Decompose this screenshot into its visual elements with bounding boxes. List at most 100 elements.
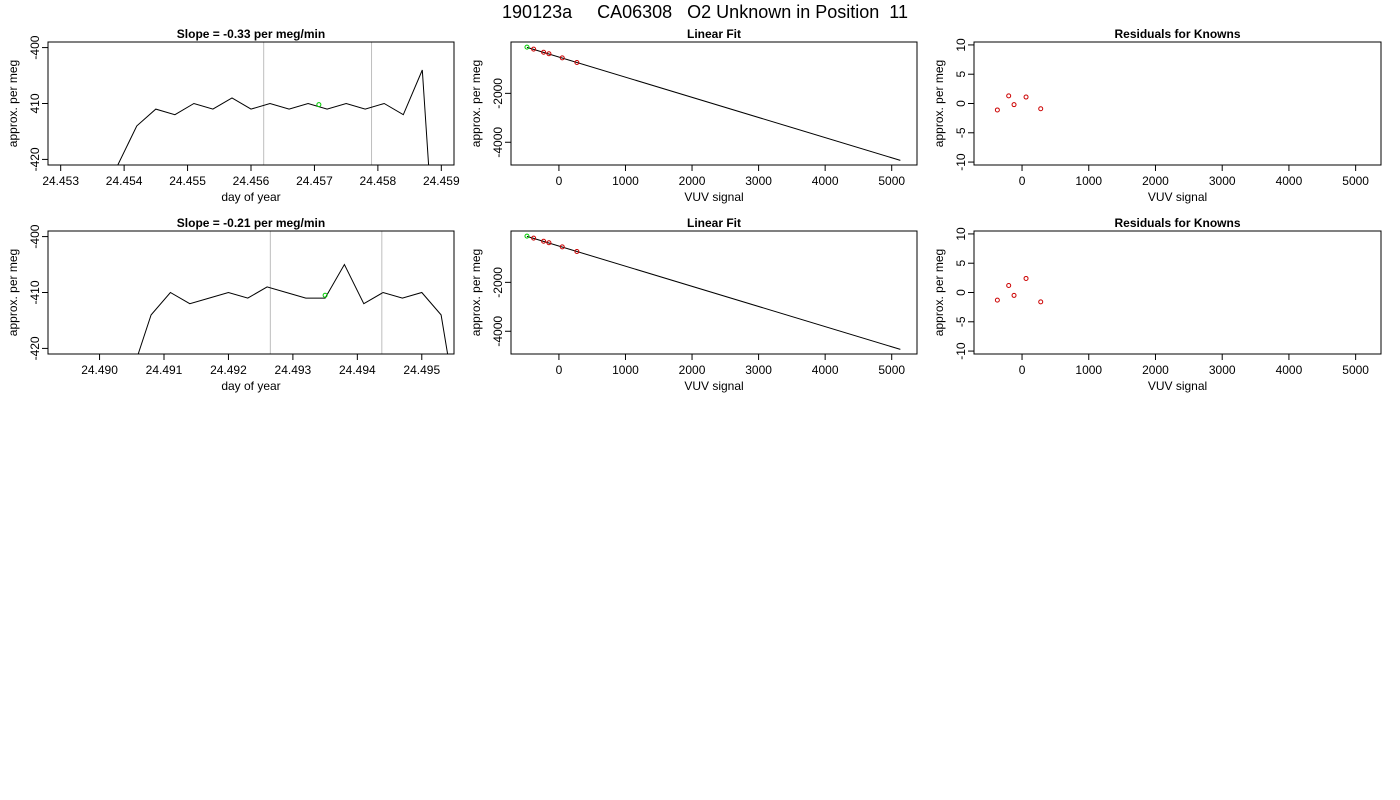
x-tick-label: 24.454 — [106, 174, 143, 188]
known-point — [559, 55, 565, 61]
known-point — [546, 51, 552, 57]
unknown-point — [524, 44, 530, 50]
x-tick-label: 5000 — [878, 174, 905, 188]
x-tick-label: 24.490 — [81, 363, 118, 377]
known-point — [1006, 93, 1012, 99]
y-tick-label: -410 — [28, 280, 42, 304]
x-tick-label: 24.455 — [169, 174, 206, 188]
chart-panel: Linear Fit 0 1000 2000 3000 4000 5000 -4000 -200… — [469, 27, 918, 204]
x-axis-label: day of year — [221, 190, 280, 204]
known-point — [1023, 275, 1029, 281]
x-tick-label: 1000 — [612, 174, 639, 188]
y-tick-label: -5 — [954, 127, 968, 138]
y-tick-label: 10 — [954, 227, 968, 241]
x-axis-label: VUV signal — [684, 379, 743, 393]
x-tick-label: 24.456 — [233, 174, 270, 188]
x-tick-label: 5000 — [1342, 363, 1369, 377]
known-point — [541, 49, 547, 55]
y-tick-label: -420 — [28, 336, 42, 360]
x-tick-label: 24.457 — [296, 174, 333, 188]
plot-frame — [47, 41, 455, 166]
panel-title: Residuals for Knowns — [1114, 216, 1240, 230]
panel-title: Slope = -0.33 per meg/min — [177, 27, 325, 41]
plot-data — [524, 233, 901, 350]
plot-data — [137, 231, 449, 354]
x-tick-label: 3000 — [745, 363, 772, 377]
x-axis-label: VUV signal — [1148, 190, 1207, 204]
y-tick-label: -4000 — [491, 127, 505, 158]
y-axis-label: approx. per meg — [469, 60, 483, 147]
y-axis-label: approx. per meg — [6, 60, 20, 147]
y-tick-label: 0 — [954, 289, 968, 296]
chart-panel: Residuals for Knowns 0 1000 2000 3000 4000 500… — [932, 216, 1382, 393]
fit-line — [526, 235, 901, 350]
known-point — [1023, 94, 1029, 100]
y-tick-label: -2000 — [491, 267, 505, 298]
chart-panel: Slope = -0.21 per meg/min 24.490 24.491 24.… — [6, 216, 455, 393]
y-tick-label: -4000 — [491, 316, 505, 347]
x-tick-label: 2000 — [679, 363, 706, 377]
plot-frame — [973, 230, 1382, 355]
chart-panel: Residuals for Knowns 0 1000 2000 3000 4000 500… — [932, 27, 1382, 204]
y-tick-label: 5 — [954, 260, 968, 267]
unknown-point — [322, 292, 328, 298]
plot-data — [994, 93, 1044, 113]
known-point — [574, 60, 580, 66]
y-tick-label: -400 — [28, 35, 42, 59]
x-tick-label: 24.453 — [42, 174, 79, 188]
x-tick-label: 24.495 — [403, 363, 440, 377]
y-axis-label: approx. per meg — [932, 249, 946, 336]
x-tick-label: 24.458 — [360, 174, 397, 188]
known-point — [546, 240, 552, 246]
known-point — [1038, 106, 1044, 112]
y-axis-label: approx. per meg — [932, 60, 946, 147]
y-axis-label: approx. per meg — [469, 249, 483, 336]
plot-data — [994, 275, 1044, 305]
series-line — [117, 69, 430, 165]
x-axis-label: VUV signal — [1148, 379, 1207, 393]
panel-title: Linear Fit — [687, 216, 741, 230]
y-tick-label: -2000 — [491, 78, 505, 109]
x-tick-label: 4000 — [1276, 174, 1303, 188]
chart-panel: Slope = -0.33 per meg/min 24.453 24.454 24.… — [6, 27, 460, 204]
plot-frame — [47, 230, 455, 355]
chart-panel: Linear Fit 0 1000 2000 3000 4000 5000 -4000 -200… — [469, 216, 918, 393]
x-tick-label: 2000 — [679, 174, 706, 188]
x-tick-label: 5000 — [1342, 174, 1369, 188]
x-axis-label: VUV signal — [684, 190, 743, 204]
y-tick-label: -10 — [954, 342, 968, 360]
y-tick-label: 410 — [28, 93, 42, 113]
known-point — [541, 238, 547, 244]
y-tick-label: 10 — [954, 38, 968, 52]
x-tick-label: 5000 — [878, 363, 905, 377]
x-tick-label: 1000 — [1075, 174, 1102, 188]
known-point — [531, 46, 537, 52]
known-point — [574, 249, 580, 255]
unknown-point — [316, 102, 322, 108]
y-tick-label: -10 — [954, 153, 968, 171]
plot-data — [117, 42, 430, 165]
series-line — [137, 263, 449, 354]
plot-frame — [973, 41, 1382, 166]
x-axis-label: day of year — [221, 379, 280, 393]
x-tick-label: 3000 — [745, 174, 772, 188]
y-tick-label: -420 — [28, 147, 42, 171]
known-point — [531, 235, 537, 241]
plot-data — [524, 44, 901, 161]
known-point — [559, 244, 565, 250]
known-point — [1011, 102, 1017, 108]
known-point — [1011, 292, 1017, 298]
y-axis-label: approx. per meg — [6, 249, 20, 336]
plot-frame — [510, 41, 918, 166]
x-tick-label: 4000 — [1276, 363, 1303, 377]
plot-frame — [510, 230, 918, 355]
x-tick-label: 0 — [1019, 363, 1026, 377]
x-tick-label: 1000 — [1075, 363, 1102, 377]
known-point — [1038, 299, 1044, 305]
unknown-point — [524, 233, 530, 239]
y-tick-label: -5 — [954, 316, 968, 327]
y-tick-label: 5 — [954, 71, 968, 78]
panel-title: Residuals for Knowns — [1114, 27, 1240, 41]
x-tick-label: 1000 — [612, 363, 639, 377]
